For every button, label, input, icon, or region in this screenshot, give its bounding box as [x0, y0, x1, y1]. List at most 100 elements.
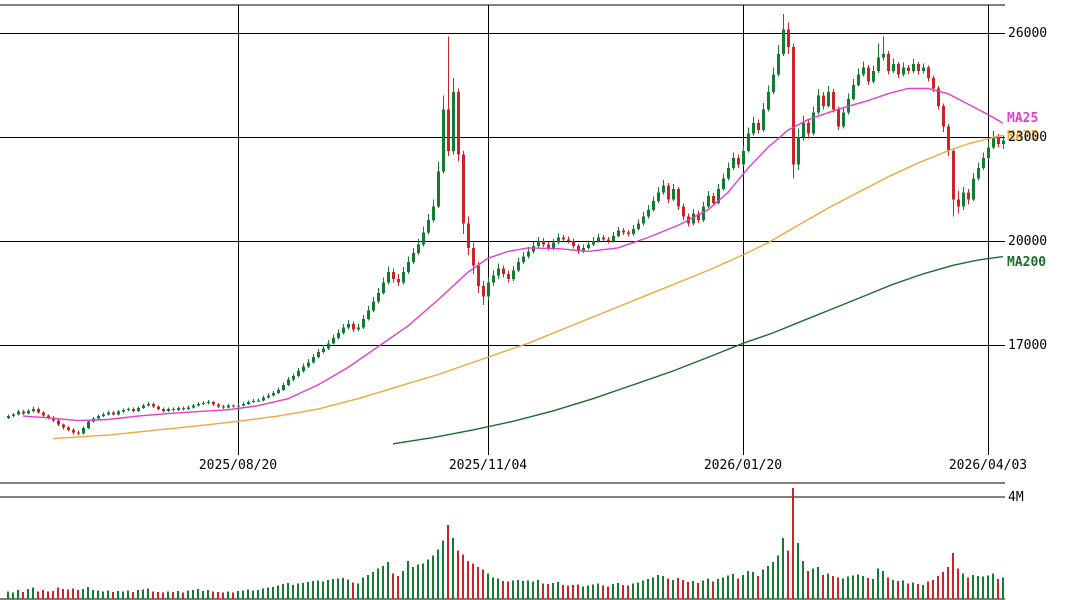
ma200-line [392, 255, 1004, 445]
volume-bar [242, 590, 244, 599]
candle-body-down [502, 268, 505, 274]
volume-bar [967, 577, 969, 599]
candle-body-up [322, 348, 325, 352]
volume-bar [252, 590, 254, 599]
candle-body-up [707, 195, 710, 207]
volume-bar [1002, 577, 1004, 599]
volume-bar [847, 576, 849, 599]
volume-bar [982, 576, 984, 599]
candle-body-up [402, 272, 405, 283]
candle-body-up [202, 403, 205, 405]
candle-body-down [792, 46, 795, 165]
volume-bar [557, 582, 559, 599]
x-axis-labels-layer: 2025/08/20 2025/11/04 2026/01/20 2026/04/03 [199, 458, 1027, 473]
volume-bar [272, 587, 274, 599]
volume-bar [907, 583, 909, 599]
volume-bar [192, 589, 194, 599]
candle-body-down [562, 237, 565, 240]
candle-body-up [272, 392, 275, 396]
volume-bar [382, 565, 384, 599]
volume-bar [632, 583, 634, 599]
volume-bar [692, 581, 694, 599]
volume-bar [72, 588, 74, 599]
volume-bar [817, 567, 819, 599]
candle-body-up [82, 428, 85, 434]
volume-bar [337, 578, 339, 599]
volume-bar [397, 576, 399, 599]
candle-body-up [632, 228, 635, 235]
candle-body-up [912, 64, 915, 72]
volume-bar [87, 586, 89, 599]
volume-bar [122, 591, 124, 599]
volume-bar [867, 578, 869, 599]
volume-bar [507, 581, 509, 599]
candle-body-down [712, 195, 715, 203]
volume-bar [512, 580, 514, 599]
candle-body-up [32, 409, 35, 411]
volume-bar [77, 590, 79, 599]
candle-body-up [452, 91, 455, 151]
candle-body-up [367, 310, 370, 319]
volume-bar [517, 579, 519, 599]
candle-body-up [177, 408, 180, 411]
volume-bar [917, 584, 919, 599]
candle-body-down [132, 409, 135, 411]
volume-bar [417, 564, 419, 599]
ma75-label: MA75 [1007, 129, 1038, 144]
candle-body-up [587, 244, 590, 248]
candle-body-up [582, 247, 585, 252]
candle-body-down [547, 244, 550, 248]
candle-body-up [427, 220, 430, 233]
candle-body-up [817, 95, 820, 113]
volume-bar [217, 592, 219, 599]
volume-bar [62, 588, 64, 599]
candle-body-up [267, 395, 270, 398]
candle-body-down [162, 409, 165, 411]
candle-body-up [522, 256, 525, 262]
candle-body-up [862, 67, 865, 75]
candle-body-up [592, 241, 595, 245]
candle-body-up [992, 137, 995, 148]
candle-body-down [897, 64, 900, 75]
candle-body-down [77, 432, 80, 434]
volume-bar [862, 576, 864, 599]
candle-body-up [307, 362, 310, 367]
candle-body-down [907, 67, 910, 72]
volume-bar [377, 568, 379, 599]
candle-body-up [117, 411, 120, 415]
candle-body-down [602, 237, 605, 240]
candle-body-up [342, 327, 345, 333]
volume-bar [82, 588, 84, 599]
candle-body-down [462, 154, 465, 224]
candle-body-down [352, 324, 355, 330]
volume-bar [387, 562, 389, 599]
candle-body-up [812, 112, 815, 134]
candle-body-up [192, 405, 195, 408]
volume-bar [772, 562, 774, 599]
candle-body-down [967, 192, 970, 200]
candle-body-up [877, 57, 880, 72]
volume-bar [57, 587, 59, 599]
volume-bar [267, 587, 269, 599]
candle-body-up [277, 390, 280, 393]
candle-body-up [382, 282, 385, 293]
volume-bar [707, 578, 709, 599]
volume-bar [412, 567, 414, 599]
candle-body-down [217, 404, 220, 407]
volume-bar [842, 578, 844, 599]
volume-bar [12, 592, 14, 599]
candle-body-down [477, 265, 480, 287]
volume-bar [832, 576, 834, 599]
volume-bar [127, 590, 129, 599]
candle-body-up [767, 91, 770, 110]
candle-body-down [677, 189, 680, 207]
volume-bar [197, 589, 199, 599]
volume-bar [132, 592, 134, 599]
candle-body-up [1002, 140, 1005, 144]
candle-body-up [412, 253, 415, 262]
volume-bar [642, 580, 644, 599]
candle-body-down [457, 91, 460, 155]
candle-body-up [387, 272, 390, 283]
volume-bar [617, 583, 619, 599]
candle-body-up [537, 241, 540, 247]
